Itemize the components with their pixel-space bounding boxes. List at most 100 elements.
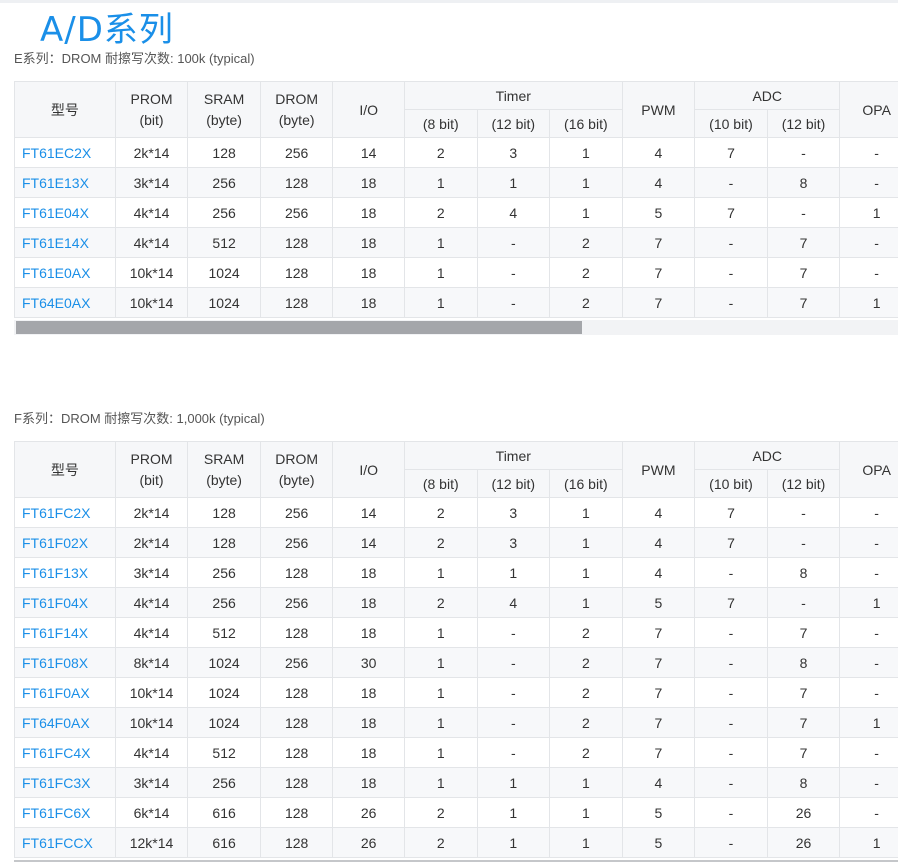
header-timer: Timer	[403, 441, 623, 470]
table-row: FT61FC6X 6k*14 616 128 26 2 1 1 5-26-	[14, 797, 898, 828]
cell-timer-12bit: 1	[476, 767, 551, 798]
cell-pwm: 4	[621, 767, 696, 798]
cell-pwm: 5	[621, 797, 696, 828]
cell-drom: 128	[259, 167, 334, 198]
cell-pwm: 4	[621, 167, 696, 198]
header-timer: Timer	[403, 81, 623, 110]
cell-timer-16bit: 2	[549, 737, 623, 768]
header-sram-unit: (byte)	[206, 471, 242, 488]
cell-opa: -	[839, 737, 898, 768]
model-link[interactable]: FT61F08X	[22, 654, 89, 671]
f-series-table-scroll[interactable]: 型号 PROM (bit) SRAM (byte) DROM (byte) I/O Timer P…	[14, 441, 898, 858]
header-timer-8bit: (8 bit)	[403, 109, 478, 138]
model-link[interactable]: FT61FC3X	[22, 774, 91, 791]
header-timer-12bit: (12 bit)	[476, 109, 551, 138]
cell-timer-8bit: 1	[403, 257, 478, 288]
cell-model: FT61E13X	[14, 167, 116, 198]
header-adc-12bit: (12 bit)	[766, 469, 841, 498]
header-sram-unit: (byte)	[206, 111, 242, 128]
cell-pwm: 7	[621, 287, 696, 318]
header-adc-12bit: (12 bit)	[766, 109, 841, 138]
header-drom: DROM (byte)	[259, 441, 334, 498]
cell-adc-12bit: 7	[766, 287, 841, 318]
scrollbar-thumb[interactable]	[16, 321, 582, 334]
cell-timer-12bit: -	[476, 737, 551, 768]
cell-timer-16bit: 2	[549, 287, 623, 318]
cell-io: 30	[332, 647, 405, 678]
model-link[interactable]: FT64E0AX	[22, 294, 91, 311]
model-link[interactable]: FT61FCCX	[22, 834, 93, 851]
model-link[interactable]: FT61F14X	[22, 624, 89, 641]
f-series-horizontal-scrollbar[interactable]	[14, 860, 898, 862]
model-link[interactable]: FT61E04X	[22, 204, 89, 221]
model-link[interactable]: FT61F13X	[22, 564, 89, 581]
cell-io: 18	[332, 257, 405, 288]
e-series-table-scroll[interactable]: 型号 PROM (bit) SRAM (byte) DROM (byte) I/O Timer P…	[14, 81, 898, 318]
cell-drom: 128	[259, 797, 334, 828]
model-link[interactable]: FT61E13X	[22, 174, 89, 191]
e-series-horizontal-scrollbar[interactable]	[14, 320, 898, 335]
header-row: 型号 PROM (bit) SRAM (byte) DROM (byte) I/O Timer P…	[14, 81, 898, 138]
cell-adc-10bit: -	[694, 257, 768, 288]
header-timer-8bit: (8 bit)	[403, 469, 478, 498]
cell-timer-16bit: 1	[549, 587, 623, 618]
cell-prom: 4k*14	[114, 587, 189, 618]
cell-adc-10bit: -	[694, 557, 768, 588]
cell-pwm: 7	[621, 707, 696, 738]
cell-model: FT61F0AX	[14, 677, 116, 708]
table-row: FT61EC2X 2k*14 128 256 14 2 3 1 4 7- -	[14, 137, 898, 168]
header-prom-label: PROM	[130, 450, 173, 467]
cell-prom: 3k*14	[114, 557, 189, 588]
header-prom-unit: (bit)	[139, 471, 164, 488]
cell-timer-8bit: 2	[403, 497, 478, 528]
cell-sram: 256	[187, 197, 261, 228]
model-link[interactable]: FT61F0AX	[22, 684, 90, 701]
cell-model: FT61EC2X	[14, 137, 116, 168]
model-link[interactable]: FT61E0AX	[22, 264, 91, 281]
cell-model: FT64E0AX	[14, 287, 116, 318]
header-io: I/O	[332, 81, 405, 138]
header-model: 型号	[14, 441, 116, 498]
page-title: A/D系列	[40, 10, 174, 50]
cell-timer-12bit: 3	[476, 497, 551, 528]
model-link[interactable]: FT61FC6X	[22, 804, 91, 821]
table-row: FT61F0AX 10k*14 1024 128 18 1-2 7-7-	[14, 677, 898, 708]
cell-timer-8bit: 2	[403, 527, 478, 558]
cell-prom: 10k*14	[114, 677, 189, 708]
header-opa: OPA	[839, 441, 898, 498]
model-link[interactable]: FT61EC2X	[22, 144, 92, 161]
cell-timer-16bit: 1	[549, 767, 623, 798]
cell-timer-12bit: -	[476, 227, 551, 258]
cell-sram: 1024	[187, 647, 261, 678]
model-link[interactable]: FT61FC2X	[22, 504, 91, 521]
cell-io: 18	[332, 557, 405, 588]
cell-pwm: 7	[621, 617, 696, 648]
f-series-table: 型号 PROM (bit) SRAM (byte) DROM (byte) I/O Timer P…	[14, 441, 898, 858]
cell-timer-8bit: 1	[403, 167, 478, 198]
cell-timer-12bit: 1	[476, 167, 551, 198]
cell-io: 18	[332, 617, 405, 648]
cell-model: FT61FC6X	[14, 797, 116, 828]
cell-timer-8bit: 1	[403, 707, 478, 738]
header-sram-label: SRAM	[203, 90, 245, 107]
cell-adc-12bit: 8	[766, 167, 841, 198]
model-link[interactable]: FT61E14X	[22, 234, 89, 251]
cell-sram: 616	[187, 797, 261, 828]
model-link[interactable]: FT61F04X	[22, 594, 89, 611]
header-drom-label: DROM	[275, 90, 319, 107]
cell-io: 26	[332, 827, 405, 858]
cell-opa: -	[839, 167, 898, 198]
model-link[interactable]: FT61F02X	[22, 534, 89, 551]
model-link[interactable]: FT64F0AX	[22, 714, 90, 731]
cell-model: FT61E0AX	[14, 257, 116, 288]
cell-pwm: 7	[621, 257, 696, 288]
cell-prom: 6k*14	[114, 797, 189, 828]
cell-opa: 1	[839, 197, 898, 228]
table-row: FT61F04X 4k*14 256 256 18 2 4 1 5 7-1	[14, 587, 898, 618]
cell-io: 14	[332, 497, 405, 528]
cell-adc-10bit: -	[694, 287, 768, 318]
cell-adc-12bit: 7	[766, 257, 841, 288]
cell-pwm: 5	[621, 197, 696, 228]
model-link[interactable]: FT61FC4X	[22, 744, 91, 761]
table-row: FT61F14X 4k*14 512 128 18 1-2 7-7-	[14, 617, 898, 648]
